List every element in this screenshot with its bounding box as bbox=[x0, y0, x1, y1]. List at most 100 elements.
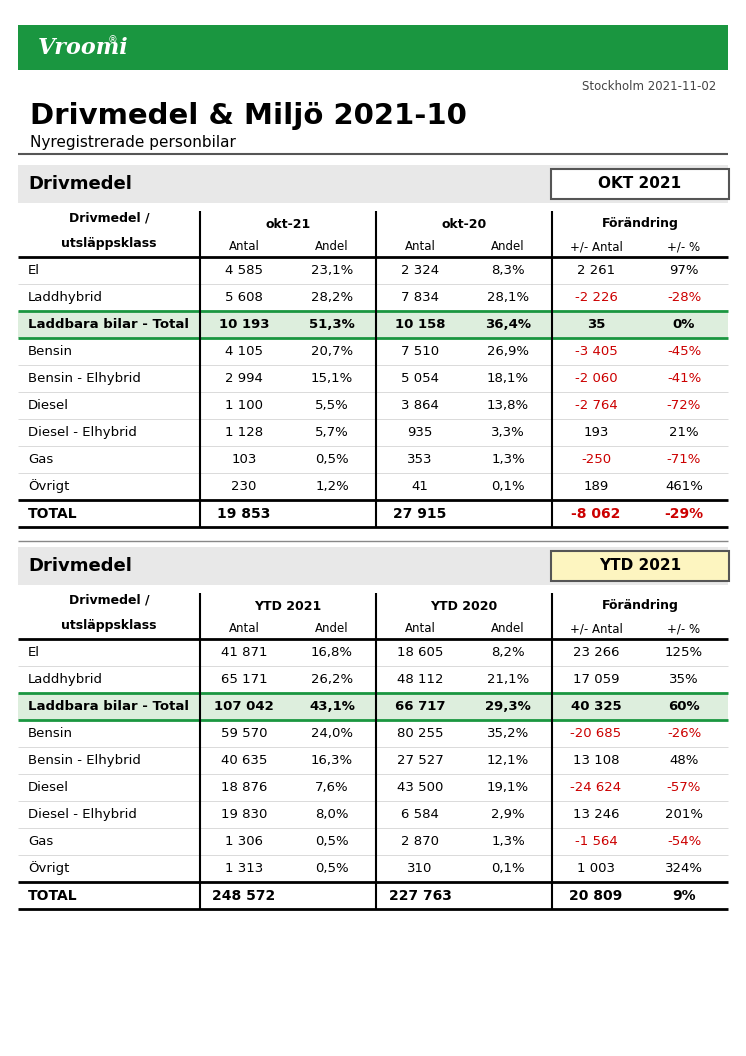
Text: Drivmedel & Miljö 2021-10: Drivmedel & Miljö 2021-10 bbox=[30, 102, 467, 130]
Text: Drivmedel /: Drivmedel / bbox=[69, 593, 149, 606]
Bar bbox=[18, 855, 728, 882]
Text: -72%: -72% bbox=[667, 399, 701, 412]
Text: 43,1%: 43,1% bbox=[309, 700, 355, 713]
Text: 2 324: 2 324 bbox=[401, 264, 439, 277]
Text: 6 584: 6 584 bbox=[401, 808, 439, 821]
Text: Förändring: Förändring bbox=[601, 600, 678, 612]
Text: ®: ® bbox=[108, 36, 118, 45]
Text: 1,3%: 1,3% bbox=[491, 835, 525, 848]
Text: 51,3%: 51,3% bbox=[309, 318, 355, 331]
Text: 5 054: 5 054 bbox=[401, 372, 439, 385]
Bar bbox=[18, 237, 728, 257]
Text: -3 405: -3 405 bbox=[574, 345, 618, 358]
Text: 13 246: 13 246 bbox=[573, 808, 619, 821]
Text: 8,3%: 8,3% bbox=[491, 264, 525, 277]
Text: +/- Antal: +/- Antal bbox=[569, 241, 622, 253]
Text: Antal: Antal bbox=[404, 622, 436, 636]
Text: 19,1%: 19,1% bbox=[487, 781, 529, 794]
Text: 48%: 48% bbox=[669, 754, 699, 767]
Text: -1 564: -1 564 bbox=[574, 835, 618, 848]
Text: 8,2%: 8,2% bbox=[491, 646, 525, 659]
Text: 8,0%: 8,0% bbox=[316, 808, 348, 821]
Text: Bensin - Elhybrid: Bensin - Elhybrid bbox=[28, 754, 141, 767]
Text: 5 608: 5 608 bbox=[225, 291, 263, 304]
Text: -71%: -71% bbox=[667, 453, 701, 466]
Bar bbox=[18, 828, 728, 855]
Text: 7 510: 7 510 bbox=[401, 345, 439, 358]
Bar bbox=[18, 392, 728, 419]
Text: 13,8%: 13,8% bbox=[487, 399, 529, 412]
Text: 1 003: 1 003 bbox=[577, 862, 615, 875]
Text: Gas: Gas bbox=[28, 453, 53, 466]
Text: Diesel: Diesel bbox=[28, 399, 69, 412]
Text: -250: -250 bbox=[581, 453, 611, 466]
Text: 248 572: 248 572 bbox=[213, 888, 275, 903]
Text: YTD 2020: YTD 2020 bbox=[430, 600, 498, 612]
Text: 24,0%: 24,0% bbox=[311, 727, 353, 740]
Text: 1 128: 1 128 bbox=[225, 426, 263, 439]
Text: 324%: 324% bbox=[665, 862, 703, 875]
Text: -45%: -45% bbox=[667, 345, 701, 358]
Text: Laddhybrid: Laddhybrid bbox=[28, 291, 103, 304]
Text: Bensin - Elhybrid: Bensin - Elhybrid bbox=[28, 372, 141, 385]
Text: 935: 935 bbox=[407, 426, 433, 439]
Text: -8 062: -8 062 bbox=[571, 507, 621, 521]
Text: 21,1%: 21,1% bbox=[487, 673, 529, 686]
Text: Antal: Antal bbox=[228, 241, 260, 253]
Text: Laddbara bilar - Total: Laddbara bilar - Total bbox=[28, 318, 189, 331]
Text: 23 266: 23 266 bbox=[573, 646, 619, 659]
Text: YTD 2021: YTD 2021 bbox=[254, 600, 322, 612]
Text: 19 830: 19 830 bbox=[221, 808, 267, 821]
Bar bbox=[18, 639, 728, 666]
Text: 16,3%: 16,3% bbox=[311, 754, 353, 767]
Bar bbox=[18, 774, 728, 802]
Text: 27 527: 27 527 bbox=[397, 754, 443, 767]
Text: 15,1%: 15,1% bbox=[311, 372, 353, 385]
Text: 230: 230 bbox=[231, 480, 257, 493]
Text: -41%: -41% bbox=[667, 372, 701, 385]
Text: Bensin: Bensin bbox=[28, 727, 73, 740]
Text: -28%: -28% bbox=[667, 291, 701, 304]
Text: 0,1%: 0,1% bbox=[491, 862, 525, 875]
Text: 27 915: 27 915 bbox=[393, 507, 447, 521]
Text: +/- %: +/- % bbox=[668, 241, 700, 253]
Text: 5,7%: 5,7% bbox=[315, 426, 349, 439]
Text: TOTAL: TOTAL bbox=[28, 507, 78, 521]
Text: okt-21: okt-21 bbox=[266, 218, 310, 230]
Text: +/- Antal: +/- Antal bbox=[569, 622, 622, 636]
Text: Diesel: Diesel bbox=[28, 781, 69, 794]
Bar bbox=[551, 551, 729, 581]
Text: 35%: 35% bbox=[669, 673, 699, 686]
Text: 0,5%: 0,5% bbox=[316, 862, 349, 875]
Text: Antal: Antal bbox=[228, 622, 260, 636]
Text: 28,1%: 28,1% bbox=[487, 291, 529, 304]
Text: 461%: 461% bbox=[665, 480, 703, 493]
Text: 17 059: 17 059 bbox=[573, 673, 619, 686]
Text: 1,3%: 1,3% bbox=[491, 453, 525, 466]
Text: OKT 2021: OKT 2021 bbox=[598, 176, 682, 191]
Text: 10 193: 10 193 bbox=[219, 318, 269, 331]
Text: Drivmedel: Drivmedel bbox=[28, 175, 132, 193]
Text: 5,5%: 5,5% bbox=[315, 399, 349, 412]
Bar bbox=[18, 419, 728, 446]
Text: 59 570: 59 570 bbox=[221, 727, 267, 740]
Text: 353: 353 bbox=[407, 453, 433, 466]
Bar bbox=[18, 473, 728, 499]
Text: 0,5%: 0,5% bbox=[316, 453, 349, 466]
Bar bbox=[18, 747, 728, 774]
Text: 18,1%: 18,1% bbox=[487, 372, 529, 385]
Text: 35,2%: 35,2% bbox=[487, 727, 529, 740]
Text: 65 171: 65 171 bbox=[221, 673, 267, 686]
Text: Övrigt: Övrigt bbox=[28, 862, 69, 875]
Text: 9%: 9% bbox=[672, 888, 696, 903]
Text: 193: 193 bbox=[583, 426, 609, 439]
Text: Övrigt: Övrigt bbox=[28, 479, 69, 493]
Bar bbox=[18, 693, 728, 720]
Bar bbox=[18, 203, 728, 211]
Bar bbox=[18, 593, 728, 619]
Text: okt-20: okt-20 bbox=[442, 218, 486, 230]
Text: 10 158: 10 158 bbox=[395, 318, 445, 331]
Text: 21%: 21% bbox=[669, 426, 699, 439]
Text: Förändring: Förändring bbox=[601, 218, 678, 230]
Text: 20,7%: 20,7% bbox=[311, 345, 353, 358]
